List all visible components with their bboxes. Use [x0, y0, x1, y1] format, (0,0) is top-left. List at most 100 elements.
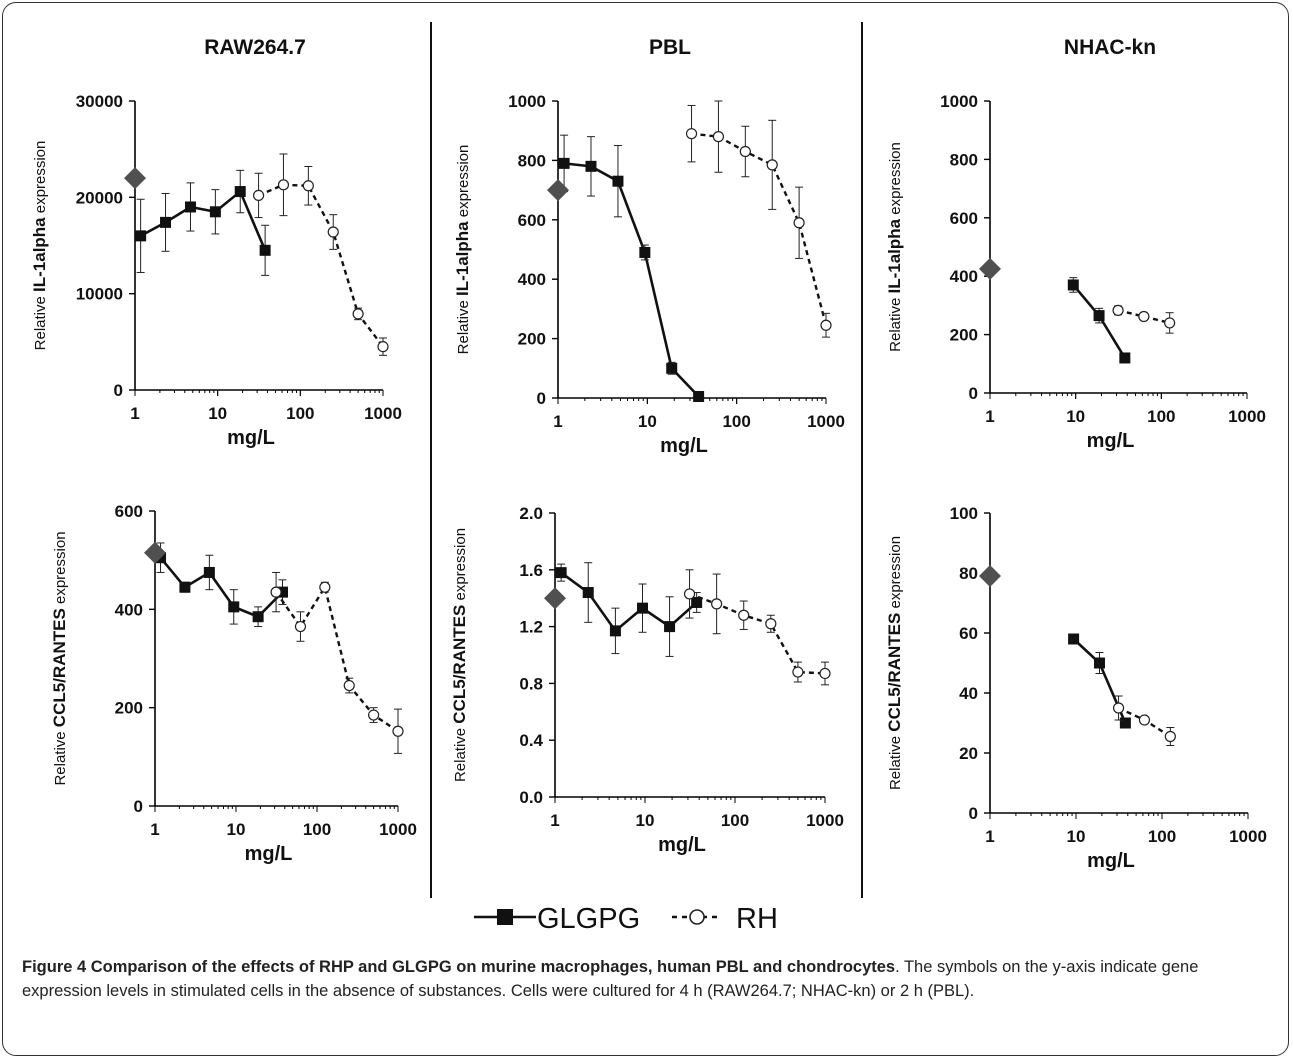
point-glgpg: [636, 602, 648, 614]
x-axis-label: mg/L: [227, 427, 275, 449]
y-tick-label: 60: [959, 624, 978, 643]
point-glgpg: [184, 201, 196, 213]
point-glgpg: [209, 206, 221, 218]
y-axis-label: Relative IL-1alpha expression: [30, 141, 49, 351]
point-rh: [683, 588, 696, 600]
y-tick-label: 10000: [76, 285, 123, 304]
point-rh: [327, 226, 339, 238]
series-line-rh: [258, 183, 384, 348]
control-marker: [979, 565, 1001, 587]
chart-title: NHAC-kn: [1064, 36, 1156, 59]
point-rh: [1112, 702, 1125, 714]
x-tick-label: 10: [227, 820, 246, 839]
point-rh: [1138, 714, 1151, 726]
y-label-gene: IL-1alpha: [885, 218, 904, 293]
point-glgpg: [582, 587, 594, 599]
x-tick-label: 1: [550, 811, 559, 830]
chart-panel-1: RAW264.7 0 10000 20000 30000 1 10 100 1000 mg/L Re…: [30, 36, 402, 449]
series-line-rh: [275, 584, 399, 733]
chart-panel-2: PBL 0 200 400 600 800 1000 1 10 100 1000 mg/L Relati…: [453, 36, 845, 457]
y-tick-label: 1000: [940, 92, 978, 111]
point-rh: [685, 128, 698, 140]
series-line-rh: [691, 132, 828, 326]
y-label-gene: IL-1alpha: [453, 221, 472, 296]
point-glgpg: [259, 244, 271, 256]
y-tick-label: 0.4: [519, 731, 543, 750]
y-axis-label: Relative IL-1alpha expression: [885, 142, 904, 352]
y-tick-label: 20: [959, 744, 978, 763]
point-glgpg: [666, 362, 678, 374]
y-tick-label: 400: [950, 267, 978, 286]
y-tick-label: 1.2: [519, 618, 543, 637]
point-rh: [392, 725, 404, 737]
control-marker: [547, 179, 569, 202]
y-tick-label: 600: [518, 211, 546, 230]
x-tick-label: 1000: [807, 412, 845, 431]
chart-panel-6: 0 20 40 60 80 100 1 10 100 1000 mg/L Relative CCL5/…: [885, 504, 1267, 872]
y-label-prefix: Relative: [455, 296, 472, 354]
point-rh: [819, 667, 831, 680]
point-glgpg: [1093, 310, 1105, 322]
y-tick-label: 200: [518, 330, 546, 349]
point-glgpg: [612, 175, 624, 187]
y-label-suffix: expression: [455, 145, 472, 222]
series-line-glgpg: [563, 162, 700, 398]
x-tick-label: 10: [208, 404, 227, 423]
y-tick-label: 1.6: [519, 561, 543, 580]
chart-panel-4: 0 200 400 600 1 10 100 1000 mg/L Relative CCL5/RA…: [50, 502, 417, 865]
x-tick-label: 10: [1067, 827, 1086, 846]
legend-marker-glgpg: [497, 909, 513, 925]
x-axis-label: mg/L: [1087, 430, 1135, 452]
point-rh: [270, 586, 282, 598]
y-tick-label: 2.0: [519, 504, 543, 523]
x-tick-label: 100: [1147, 407, 1175, 426]
point-glgpg: [639, 246, 651, 258]
y-label-suffix: expression: [52, 531, 69, 608]
y-tick-label: 40: [959, 684, 978, 703]
y-tick-label: 30000: [76, 92, 123, 111]
x-axis-label: mg/L: [1087, 850, 1135, 872]
point-glgpg: [1067, 279, 1079, 291]
y-tick-label: 400: [518, 270, 546, 289]
point-glgpg: [135, 230, 147, 242]
point-glgpg: [1119, 717, 1131, 729]
point-glgpg: [276, 586, 288, 598]
y-label-gene: CCL5/RANTES: [50, 608, 69, 727]
x-tick-label: 100: [286, 404, 314, 423]
point-rh: [1112, 304, 1124, 316]
point-rh: [1164, 730, 1176, 743]
x-tick-label: 100: [1148, 827, 1176, 846]
x-tick-label: 1000: [379, 820, 417, 839]
point-rh: [1138, 310, 1150, 323]
caption-lead: Figure 4 Comparison of the effects of RH…: [22, 958, 896, 976]
y-tick-label: 80: [959, 564, 978, 583]
y-label-gene: CCL5/RANTES: [885, 613, 904, 732]
x-tick-label: 1000: [806, 811, 844, 830]
y-label-prefix: Relative: [887, 732, 904, 790]
point-rh: [738, 609, 750, 621]
y-tick-label: 0.8: [519, 674, 543, 693]
x-tick-label: 1: [985, 827, 994, 846]
chart-title: PBL: [649, 36, 691, 59]
point-glgpg: [1093, 657, 1105, 669]
y-axis-label: Relative CCL5/RANTES expression: [50, 531, 69, 785]
y-tick-label: 800: [518, 151, 546, 170]
control-marker: [144, 541, 166, 564]
point-rh: [252, 189, 265, 202]
point-glgpg: [691, 596, 703, 608]
point-glgpg: [585, 160, 597, 172]
point-rh: [820, 319, 832, 331]
x-tick-label: 100: [303, 820, 331, 839]
point-glgpg: [555, 567, 567, 579]
series-line-glgpg: [140, 189, 267, 251]
point-rh: [277, 179, 290, 191]
x-tick-label: 10: [1066, 407, 1085, 426]
point-glgpg: [1119, 352, 1131, 364]
y-axis-label: Relative CCL5/RANTES expression: [885, 536, 904, 790]
legend-label-rh: RH: [736, 903, 778, 935]
point-rh: [765, 618, 777, 630]
chart-panel-5: 0.0 0.4 0.8 1.2 1.6 2.0 1 10 100 1000 mg/L Relative…: [450, 504, 844, 856]
point-rh: [377, 341, 389, 353]
control-marker: [979, 257, 1001, 280]
